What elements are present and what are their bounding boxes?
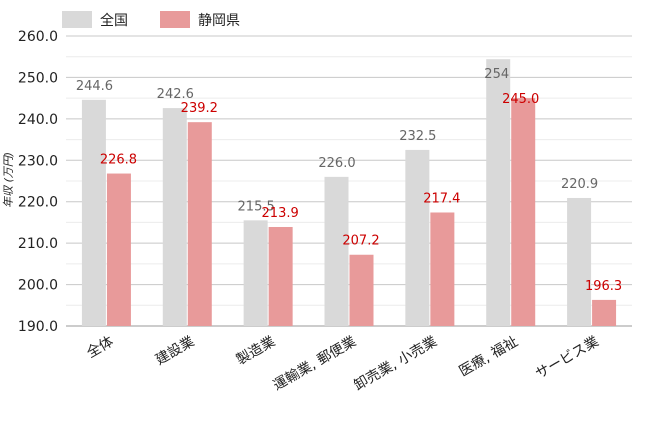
grid-lines <box>66 35 632 327</box>
x-category-label: サービス業 <box>533 334 602 383</box>
bars <box>81 59 617 327</box>
value-label-national-1: 244.6 <box>76 79 113 94</box>
y-tick-label: 230.0 <box>18 153 58 169</box>
value-label-shizuoka-6: 245.0 <box>502 92 539 107</box>
y-tick-label: 240.0 <box>18 112 58 128</box>
bar-national-3 <box>243 220 268 326</box>
bar-national-2 <box>162 108 187 326</box>
x-category-label: 卸売業, 小売業 <box>351 334 439 394</box>
y-tick-label: 210.0 <box>18 236 58 252</box>
y-tick-label: 260.0 <box>18 29 58 45</box>
value-label-national-4: 226.0 <box>318 156 355 171</box>
bar-shizuoka-2 <box>187 122 212 327</box>
y-tick-label: 250.0 <box>18 70 58 86</box>
legend-label-shizuoka: 静岡県 <box>198 13 240 29</box>
legend: 全国 静岡県 <box>62 11 240 29</box>
x-category-label: 運輸業, 郵便業 <box>271 334 359 394</box>
value-label-shizuoka-4: 207.2 <box>342 234 379 249</box>
y-tick-label: 220.0 <box>18 195 58 211</box>
x-category-label: 全体 <box>84 333 117 362</box>
value-label-national-5: 232.5 <box>399 129 436 144</box>
x-category-label: 製造業 <box>234 334 278 369</box>
value-label-national-7: 220.9 <box>561 177 598 192</box>
bar-shizuoka-4 <box>349 254 374 326</box>
y-tick-label: 190.0 <box>18 319 58 335</box>
bar-national-7 <box>567 197 592 326</box>
value-label-shizuoka-5: 217.4 <box>423 191 460 206</box>
value-label-shizuoka-7: 196.3 <box>585 279 622 294</box>
x-category-label: 建設業 <box>153 334 197 369</box>
bar-national-4 <box>324 176 349 326</box>
bar-national-1 <box>81 99 106 326</box>
bar-shizuoka-3 <box>268 226 293 326</box>
y-axis-label: 年収 (万円) <box>2 152 15 208</box>
y-axis-ticks: 190.0 200.0 210.0 220.0 230.0 240.0 250.0 260.0 <box>18 29 58 335</box>
value-label-national-3: 215.5 <box>238 199 275 214</box>
x-category-label: 医療, 福祉 <box>456 333 521 380</box>
bar-shizuoka-7 <box>592 299 617 326</box>
bar-shizuoka-5 <box>430 212 455 326</box>
legend-swatch-shizuoka <box>160 11 190 28</box>
value-label-shizuoka-2: 239.2 <box>181 101 218 116</box>
bar-national-5 <box>405 149 430 326</box>
legend-swatch-national <box>62 11 92 28</box>
value-label-national-6: 254 <box>484 67 509 82</box>
y-tick-label: 200.0 <box>18 278 58 294</box>
bar-shizuoka-1 <box>106 173 131 326</box>
bar-shizuoka-6 <box>511 98 536 327</box>
legend-label-national: 全国 <box>100 12 128 29</box>
bar-national-6 <box>486 59 511 326</box>
value-label-national-2: 242.6 <box>157 87 194 102</box>
value-label-shizuoka-3: 213.9 <box>262 206 299 221</box>
value-label-shizuoka-1: 226.8 <box>100 153 137 168</box>
